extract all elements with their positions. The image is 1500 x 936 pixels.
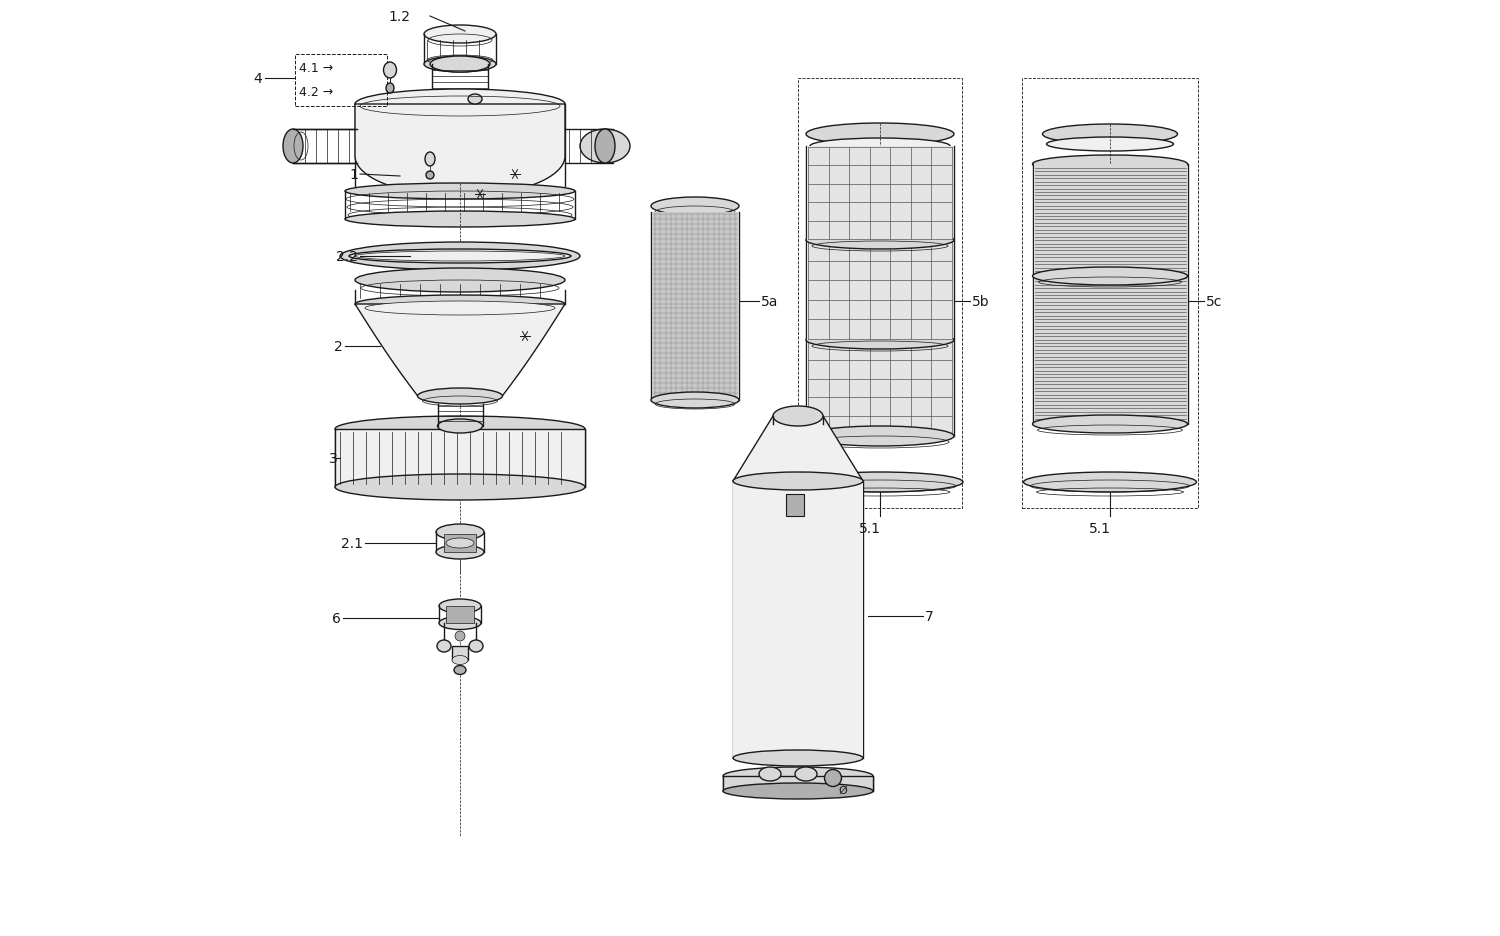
Bar	[652, 212, 738, 401]
Bar	[444, 534, 476, 552]
Ellipse shape	[470, 640, 483, 652]
Ellipse shape	[430, 57, 490, 73]
Bar	[798, 79, 962, 508]
Text: 5b: 5b	[972, 295, 990, 309]
Ellipse shape	[436, 524, 484, 540]
Ellipse shape	[452, 656, 468, 665]
Ellipse shape	[734, 750, 862, 767]
Bar	[786, 494, 804, 517]
Ellipse shape	[384, 63, 396, 79]
Ellipse shape	[1032, 155, 1188, 174]
Text: 2.2: 2.2	[336, 250, 358, 264]
Bar	[1034, 165, 1187, 425]
Ellipse shape	[1032, 416, 1188, 433]
Bar	[807, 341, 952, 436]
Text: 5.1: 5.1	[859, 521, 880, 535]
Ellipse shape	[334, 417, 585, 443]
Text: 1.2: 1.2	[388, 10, 410, 24]
Ellipse shape	[580, 130, 630, 164]
Bar	[734, 481, 862, 758]
Ellipse shape	[723, 768, 873, 785]
Ellipse shape	[386, 84, 394, 94]
Ellipse shape	[284, 130, 303, 164]
Ellipse shape	[1042, 124, 1178, 145]
Ellipse shape	[424, 26, 496, 44]
Ellipse shape	[1023, 473, 1197, 492]
Ellipse shape	[1047, 138, 1173, 152]
Ellipse shape	[734, 473, 862, 490]
Ellipse shape	[345, 212, 574, 227]
Ellipse shape	[806, 427, 954, 446]
Ellipse shape	[426, 172, 433, 180]
Text: 4: 4	[254, 72, 262, 86]
Ellipse shape	[440, 599, 482, 613]
Ellipse shape	[806, 232, 954, 250]
Bar	[334, 430, 585, 488]
Ellipse shape	[825, 769, 842, 786]
Text: 2: 2	[334, 340, 344, 354]
Text: 3: 3	[330, 451, 338, 465]
Ellipse shape	[446, 538, 474, 548]
Ellipse shape	[424, 57, 496, 73]
Polygon shape	[734, 417, 862, 481]
Bar	[723, 776, 873, 791]
Text: 7: 7	[926, 609, 933, 623]
Ellipse shape	[436, 640, 451, 652]
Ellipse shape	[350, 250, 572, 264]
Text: Ø: Ø	[839, 785, 846, 796]
Text: 5a: 5a	[760, 295, 778, 309]
Bar	[807, 147, 952, 241]
Polygon shape	[356, 105, 566, 197]
Text: 5.1: 5.1	[1089, 521, 1112, 535]
Polygon shape	[356, 305, 566, 397]
Bar	[1022, 79, 1198, 508]
Ellipse shape	[795, 768, 818, 782]
Ellipse shape	[440, 617, 482, 630]
Ellipse shape	[436, 546, 484, 560]
Ellipse shape	[340, 242, 580, 271]
Ellipse shape	[596, 130, 615, 164]
Ellipse shape	[364, 301, 555, 315]
Ellipse shape	[651, 197, 740, 216]
Ellipse shape	[468, 95, 482, 105]
Ellipse shape	[651, 392, 740, 408]
Ellipse shape	[759, 768, 782, 782]
Text: 4.2 →: 4.2 →	[298, 86, 333, 99]
Ellipse shape	[772, 406, 824, 427]
Text: 2.1: 2.1	[340, 536, 363, 550]
Ellipse shape	[796, 473, 963, 492]
Ellipse shape	[356, 269, 566, 293]
Ellipse shape	[432, 98, 488, 112]
Ellipse shape	[1032, 268, 1188, 285]
Ellipse shape	[723, 783, 873, 799]
Ellipse shape	[454, 631, 465, 641]
Ellipse shape	[345, 183, 574, 199]
Ellipse shape	[356, 90, 566, 120]
Ellipse shape	[424, 153, 435, 167]
Bar	[296, 55, 387, 107]
Ellipse shape	[810, 139, 950, 154]
Text: 1: 1	[350, 168, 358, 182]
Ellipse shape	[417, 388, 503, 404]
Text: 4.1 →: 4.1 →	[298, 63, 333, 76]
Ellipse shape	[806, 331, 954, 350]
Bar	[807, 241, 952, 341]
Ellipse shape	[438, 419, 483, 433]
Text: 5c: 5c	[1206, 295, 1222, 309]
Ellipse shape	[806, 124, 954, 146]
Bar	[452, 647, 468, 660]
Bar	[446, 607, 474, 623]
Text: 6: 6	[332, 611, 340, 625]
Ellipse shape	[454, 665, 466, 675]
Ellipse shape	[356, 296, 566, 314]
Ellipse shape	[334, 475, 585, 501]
